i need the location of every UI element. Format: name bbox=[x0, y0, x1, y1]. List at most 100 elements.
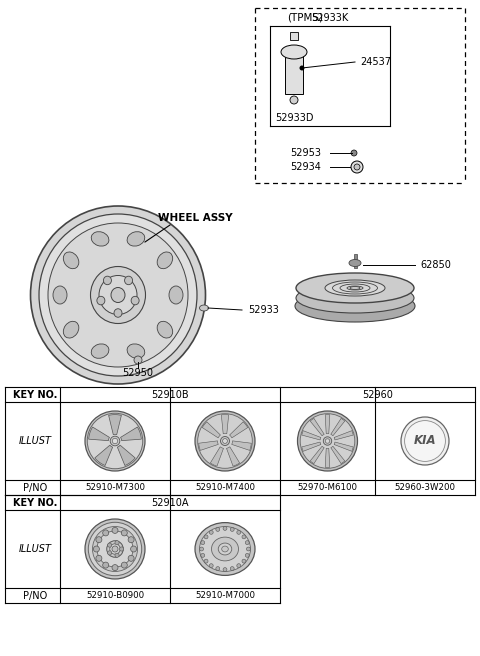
Ellipse shape bbox=[198, 414, 252, 468]
Text: 52933: 52933 bbox=[248, 305, 279, 315]
Ellipse shape bbox=[97, 297, 105, 305]
Text: ILLUST: ILLUST bbox=[19, 436, 51, 446]
Circle shape bbox=[223, 567, 227, 571]
Text: WHEEL ASSY: WHEEL ASSY bbox=[158, 213, 232, 223]
Ellipse shape bbox=[169, 286, 183, 304]
Ellipse shape bbox=[91, 266, 145, 323]
Ellipse shape bbox=[111, 287, 125, 302]
Text: 52970-M6100: 52970-M6100 bbox=[298, 483, 358, 493]
Circle shape bbox=[128, 537, 134, 543]
Text: 52934: 52934 bbox=[290, 162, 321, 172]
Text: 52910-M7000: 52910-M7000 bbox=[195, 592, 255, 600]
Polygon shape bbox=[325, 449, 330, 467]
Text: 52910-M7300: 52910-M7300 bbox=[85, 483, 145, 493]
Text: 24537: 24537 bbox=[360, 57, 391, 67]
Ellipse shape bbox=[220, 436, 229, 445]
Circle shape bbox=[245, 554, 249, 558]
Circle shape bbox=[94, 546, 99, 552]
Circle shape bbox=[204, 535, 208, 539]
Polygon shape bbox=[210, 447, 224, 466]
Ellipse shape bbox=[405, 420, 445, 461]
Polygon shape bbox=[325, 415, 330, 434]
Ellipse shape bbox=[53, 286, 67, 304]
Circle shape bbox=[115, 541, 119, 545]
Circle shape bbox=[115, 553, 119, 558]
Ellipse shape bbox=[91, 344, 109, 358]
Circle shape bbox=[134, 356, 142, 364]
Text: ILLUST: ILLUST bbox=[19, 544, 51, 554]
Text: 52953: 52953 bbox=[290, 148, 321, 158]
Circle shape bbox=[128, 555, 134, 562]
Text: KEY NO.: KEY NO. bbox=[13, 390, 57, 400]
Circle shape bbox=[201, 541, 204, 544]
Ellipse shape bbox=[127, 232, 145, 246]
Polygon shape bbox=[229, 422, 248, 438]
Ellipse shape bbox=[401, 417, 449, 465]
Text: 62850: 62850 bbox=[420, 260, 451, 270]
Ellipse shape bbox=[63, 321, 79, 338]
Ellipse shape bbox=[31, 206, 205, 384]
Ellipse shape bbox=[324, 437, 332, 445]
Text: 52910-M7400: 52910-M7400 bbox=[195, 483, 255, 493]
Ellipse shape bbox=[349, 260, 361, 266]
Circle shape bbox=[112, 565, 118, 571]
Circle shape bbox=[131, 546, 137, 552]
Circle shape bbox=[103, 562, 108, 568]
Circle shape bbox=[242, 535, 246, 539]
Polygon shape bbox=[221, 415, 228, 434]
Text: 52933D: 52933D bbox=[275, 113, 313, 123]
Ellipse shape bbox=[223, 439, 228, 443]
Polygon shape bbox=[334, 431, 353, 440]
Polygon shape bbox=[310, 419, 324, 436]
Circle shape bbox=[216, 527, 220, 531]
Ellipse shape bbox=[296, 273, 414, 303]
Circle shape bbox=[108, 551, 112, 555]
Circle shape bbox=[209, 531, 213, 534]
Ellipse shape bbox=[99, 276, 137, 314]
Polygon shape bbox=[89, 427, 109, 441]
Ellipse shape bbox=[110, 544, 120, 554]
Text: (TPMS): (TPMS) bbox=[287, 13, 323, 23]
Ellipse shape bbox=[88, 522, 142, 576]
Text: 52910B: 52910B bbox=[151, 390, 189, 400]
Ellipse shape bbox=[85, 519, 145, 579]
Ellipse shape bbox=[298, 411, 358, 471]
Ellipse shape bbox=[200, 527, 251, 571]
Ellipse shape bbox=[281, 45, 307, 59]
Ellipse shape bbox=[131, 297, 139, 305]
Ellipse shape bbox=[200, 305, 208, 311]
Circle shape bbox=[230, 567, 234, 571]
Polygon shape bbox=[331, 446, 345, 464]
Circle shape bbox=[245, 541, 249, 544]
Ellipse shape bbox=[87, 413, 143, 469]
Ellipse shape bbox=[39, 214, 197, 376]
Polygon shape bbox=[199, 441, 218, 451]
Ellipse shape bbox=[325, 439, 330, 443]
Ellipse shape bbox=[127, 344, 145, 358]
Ellipse shape bbox=[325, 280, 385, 296]
Polygon shape bbox=[310, 446, 324, 464]
Circle shape bbox=[96, 555, 102, 562]
Polygon shape bbox=[334, 442, 353, 451]
Circle shape bbox=[112, 546, 118, 552]
Circle shape bbox=[216, 567, 220, 571]
Circle shape bbox=[354, 164, 360, 170]
Polygon shape bbox=[108, 415, 121, 435]
Circle shape bbox=[96, 537, 102, 543]
Ellipse shape bbox=[110, 436, 120, 446]
Polygon shape bbox=[202, 422, 220, 438]
Circle shape bbox=[201, 554, 204, 558]
Ellipse shape bbox=[222, 546, 228, 552]
Text: 52950: 52950 bbox=[122, 368, 154, 378]
Ellipse shape bbox=[112, 438, 118, 443]
Bar bbox=[353, 254, 357, 268]
Ellipse shape bbox=[114, 309, 122, 318]
Circle shape bbox=[290, 96, 298, 104]
Ellipse shape bbox=[157, 321, 173, 338]
Polygon shape bbox=[302, 431, 321, 440]
Text: KEY NO.: KEY NO. bbox=[13, 498, 57, 508]
Text: 52910A: 52910A bbox=[151, 498, 189, 508]
Circle shape bbox=[108, 543, 112, 547]
Ellipse shape bbox=[295, 290, 415, 322]
Ellipse shape bbox=[157, 252, 173, 269]
